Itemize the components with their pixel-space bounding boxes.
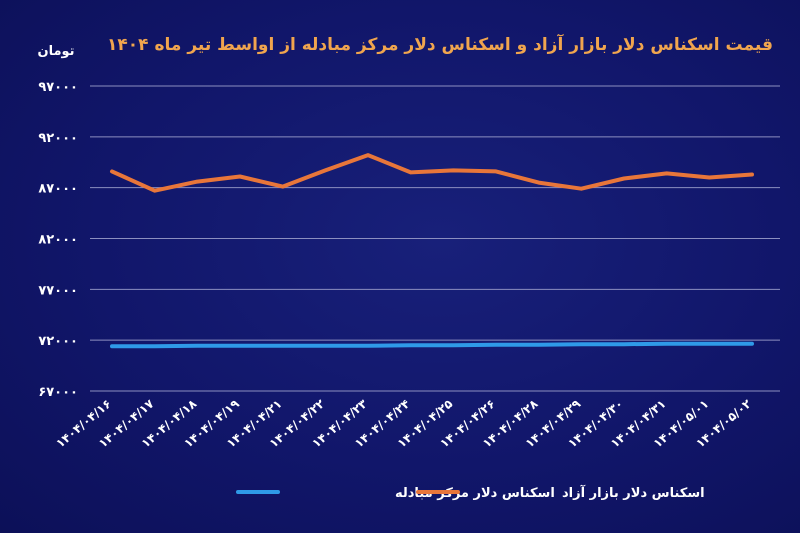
y-tick-label: ۷۷۰۰۰ (38, 283, 78, 298)
legend-label-official: اسکناس دلار مرکز مبادله (395, 486, 555, 501)
y-tick-label: ۹۲۰۰۰ (38, 131, 78, 146)
y-tick-label: ۷۲۰۰۰ (38, 334, 78, 349)
series-lines (110, 153, 754, 349)
chart-title: قیمت اسکناس دلار بازار آزاد و اسکناس دلا… (107, 33, 773, 55)
gridlines (90, 85, 780, 392)
y-tick-label: ۸۲۰۰۰ (38, 233, 78, 248)
y-tick-label: ۸۷۰۰۰ (38, 182, 78, 197)
legend-label-free-market: اسکناس دلار بازار آزاد (562, 484, 705, 501)
series-line-free-market (110, 153, 754, 193)
series-line-official (110, 341, 754, 349)
y-axis-ticks: ۶۷۰۰۰ ۷۲۰۰۰ ۷۷۰۰۰ ۸۲۰۰۰ ۸۷۰۰۰ ۹۲۰۰۰ ۹۷۰۰۰ (38, 80, 78, 400)
y-tick-label: ۹۷۰۰۰ (38, 80, 78, 95)
y-tick-label: ۶۷۰۰۰ (38, 385, 78, 400)
x-axis-ticks: ۱۴۰۴/۰۴/۱۶۱۴۰۴/۰۴/۱۷۱۴۰۴/۰۴/۱۸۱۴۰۴/۰۴/۱۹… (53, 396, 754, 450)
legend: اسکناس دلار مرکز مبادله اسکناس دلار بازا… (236, 484, 705, 501)
y-axis-unit-label: تومان (37, 44, 74, 59)
